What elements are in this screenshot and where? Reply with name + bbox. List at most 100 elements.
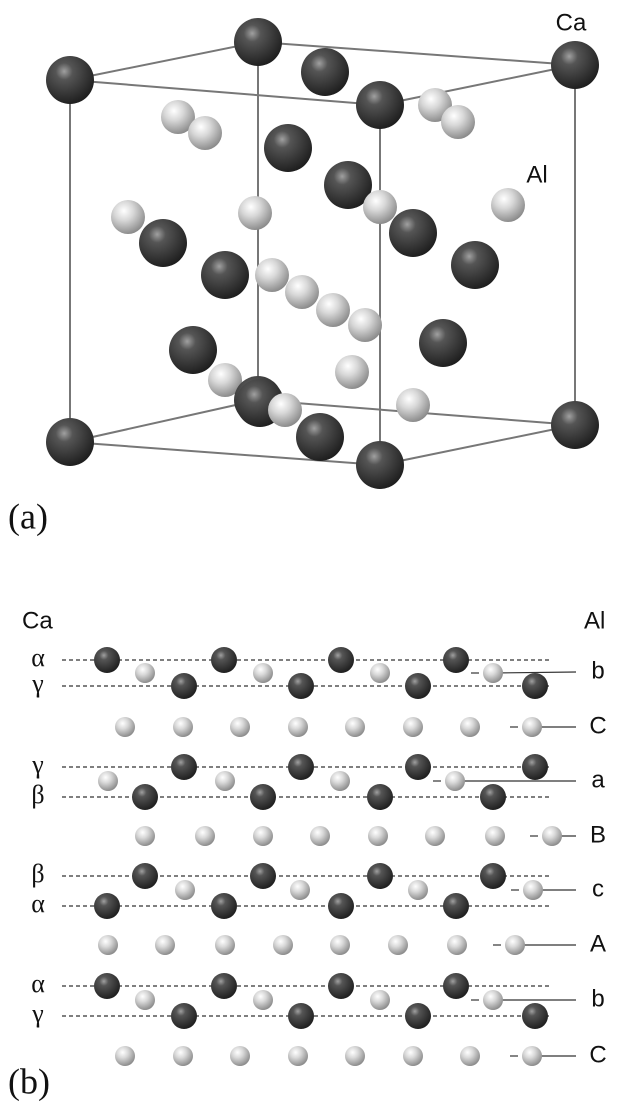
al-atom [460, 717, 480, 737]
atoms [46, 18, 599, 489]
ca-atom [480, 784, 506, 810]
al-atom [335, 355, 369, 389]
al-atom [316, 293, 350, 327]
ca-atom [367, 863, 393, 889]
layer-label: α [31, 643, 45, 672]
al-atom [522, 717, 542, 737]
al-atom [403, 717, 423, 737]
ca-atom [328, 973, 354, 999]
figure: Ca Al (a) αγγββααγbCaBcAbC Ca Al (b) [0, 0, 618, 1107]
al-atom [215, 771, 235, 791]
ca-atom [169, 326, 217, 374]
atom-label: Ca [556, 9, 587, 36]
atom-label: Al [526, 161, 547, 188]
panel-label: (a) [8, 496, 48, 536]
ca-atom [250, 784, 276, 810]
al-atom [173, 717, 193, 737]
al-atom [505, 935, 525, 955]
ca-atom [405, 754, 431, 780]
al-atom [230, 1046, 250, 1066]
layer-label: γ [31, 999, 44, 1028]
al-atom [188, 116, 222, 150]
al-atom [111, 200, 145, 234]
ca-atom [301, 48, 349, 96]
al-atom [330, 771, 350, 791]
al-atom [195, 826, 215, 846]
ca-atom [480, 863, 506, 889]
al-atom [542, 826, 562, 846]
ca-atom [356, 441, 404, 489]
ca-atom [405, 1003, 431, 1029]
al-atom [115, 717, 135, 737]
ca-atom [234, 18, 282, 66]
ca-atom [522, 673, 548, 699]
ca-atom [356, 81, 404, 129]
al-atom [310, 826, 330, 846]
al-atom [330, 935, 350, 955]
al-atom [370, 990, 390, 1010]
ca-atom [94, 893, 120, 919]
layer-label: b [591, 657, 604, 684]
layer-label: c [592, 875, 604, 902]
ca-atom [132, 863, 158, 889]
ca-atom [522, 754, 548, 780]
al-atom [230, 717, 250, 737]
al-atom [288, 717, 308, 737]
al-atom [238, 196, 272, 230]
al-atom [363, 190, 397, 224]
al-atom [135, 990, 155, 1010]
leader-line [493, 672, 576, 673]
al-atom [345, 717, 365, 737]
panel-label: (b) [8, 1061, 50, 1101]
layer-label: α [31, 969, 45, 998]
al-atom [135, 663, 155, 683]
ca-atom [443, 647, 469, 673]
column-header: Al [584, 607, 605, 634]
al-atom [396, 388, 430, 422]
al-atom [368, 826, 388, 846]
layer-label: β [31, 780, 44, 809]
ca-atom [288, 1003, 314, 1029]
ca-atom [94, 973, 120, 999]
ca-atom [264, 124, 312, 172]
al-atom [491, 188, 525, 222]
ca-atom [405, 673, 431, 699]
ca-atom [211, 647, 237, 673]
ca-atom [443, 973, 469, 999]
al-atom [370, 663, 390, 683]
al-atom [253, 663, 273, 683]
al-atom [408, 880, 428, 900]
layer-label: α [31, 889, 45, 918]
ca-atom [288, 673, 314, 699]
ca-atom [389, 209, 437, 257]
layer-label: A [590, 930, 606, 957]
layer-label: a [591, 766, 605, 793]
ca-atom [94, 647, 120, 673]
al-atom [255, 258, 289, 292]
ca-atom [551, 401, 599, 449]
ca-atom [328, 893, 354, 919]
ca-atom [522, 1003, 548, 1029]
ca-atom [171, 673, 197, 699]
al-atom [253, 990, 273, 1010]
al-atom [215, 935, 235, 955]
al-atom [288, 1046, 308, 1066]
al-atom [175, 880, 195, 900]
ca-atom [46, 56, 94, 104]
al-atom [485, 826, 505, 846]
al-atom [273, 935, 293, 955]
al-atom [268, 393, 302, 427]
al-atom [155, 935, 175, 955]
al-atom [388, 935, 408, 955]
al-atom [460, 1046, 480, 1066]
al-atom [135, 826, 155, 846]
al-atom [253, 826, 273, 846]
ca-atom [211, 973, 237, 999]
ca-atom [451, 241, 499, 289]
al-atom [483, 990, 503, 1010]
al-atom [403, 1046, 423, 1066]
al-atom [483, 663, 503, 683]
ca-atom [139, 219, 187, 267]
ca-atom [250, 863, 276, 889]
